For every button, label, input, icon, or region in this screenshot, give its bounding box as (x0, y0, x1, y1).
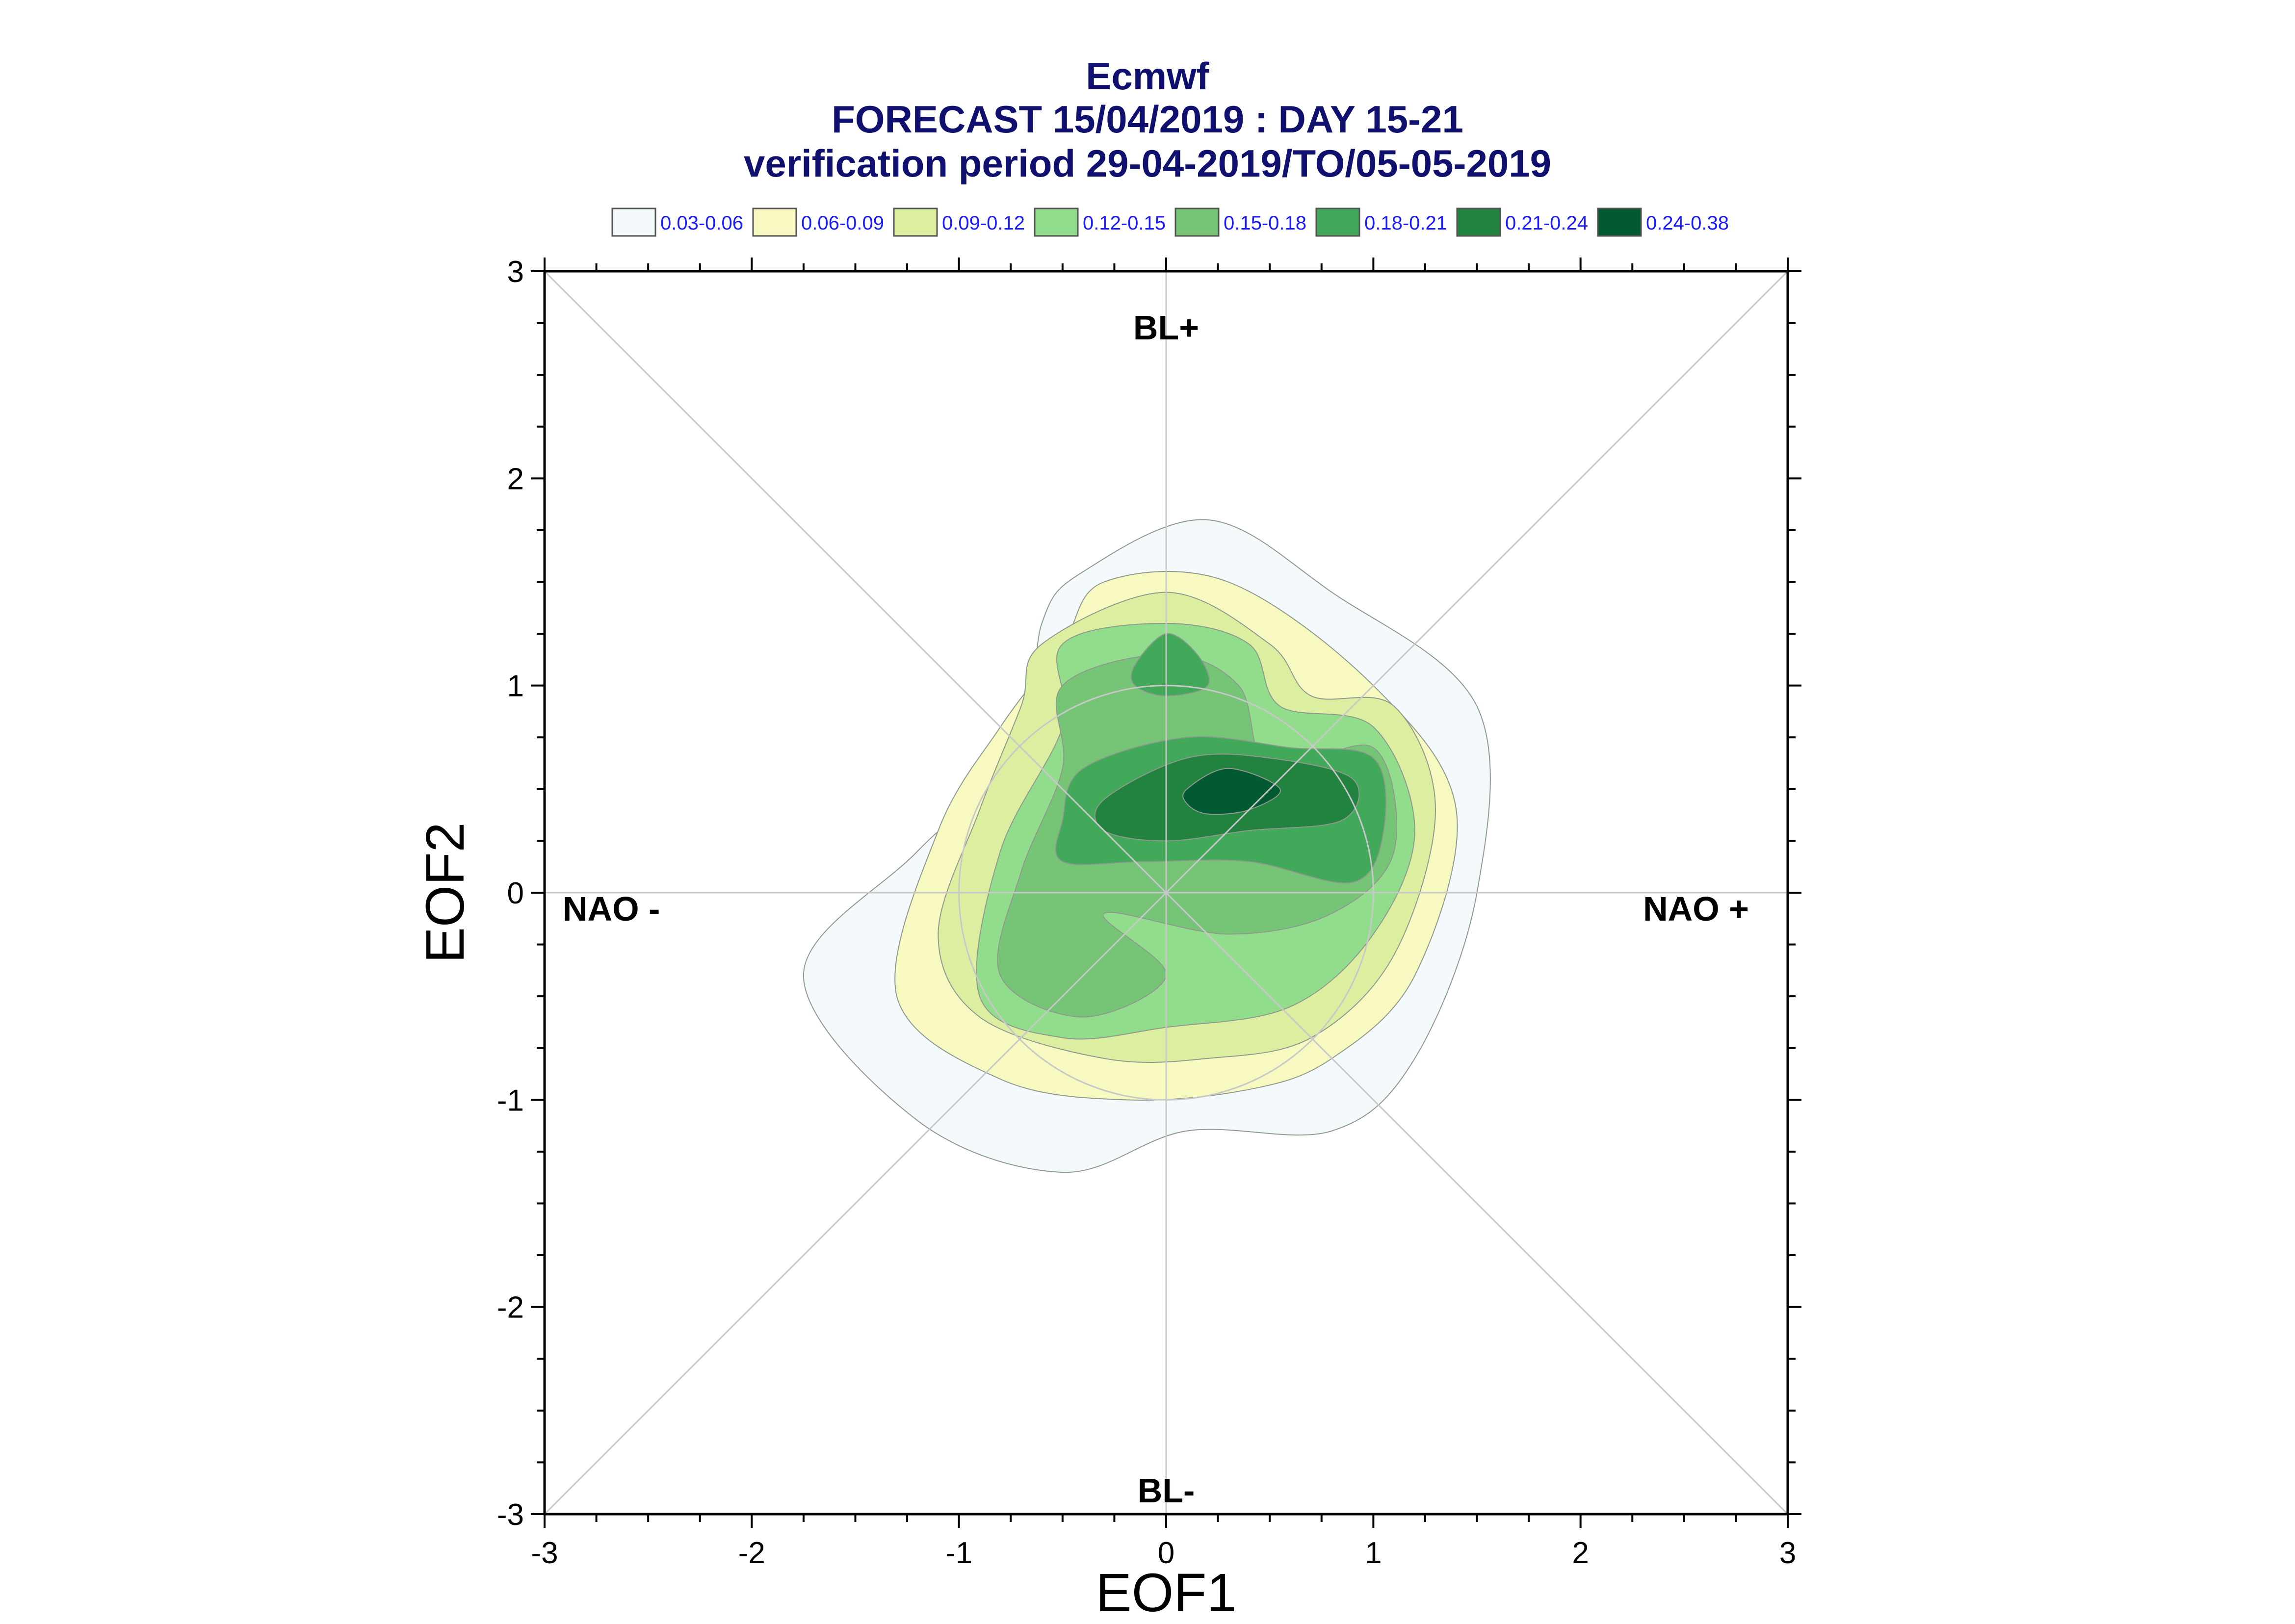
legend-swatch (1315, 207, 1360, 237)
regime-label-nao-plus: NAO + (1643, 890, 1749, 928)
x-tick-label: -2 (738, 1536, 765, 1570)
y-tick-label: 2 (507, 462, 524, 496)
legend-label: 0.09-0.12 (942, 212, 1025, 234)
y-tick-label: -1 (497, 1083, 524, 1117)
chart-title-line-2: FORECAST 15/04/2019 : DAY 15-21 (832, 98, 1463, 141)
x-axis-title: EOF1 (1095, 1563, 1236, 1623)
regime-label-bl-minus: BL- (1138, 1471, 1195, 1510)
legend-label: 0.06-0.09 (801, 212, 884, 234)
y-axis-title: EOF2 (415, 822, 475, 963)
y-tick-label: 1 (507, 670, 524, 703)
legend-label: 0.24-0.38 (1646, 212, 1729, 234)
legend-label: 0.12-0.15 (1083, 212, 1166, 234)
regime-label-nao-minus: NAO - (563, 890, 660, 928)
legend-swatch (1597, 207, 1642, 237)
density-contours (803, 519, 1491, 1173)
legend-label: 0.15-0.18 (1224, 212, 1306, 234)
y-tick-label: 3 (507, 255, 524, 289)
x-tick-label: 0 (1158, 1536, 1174, 1570)
y-tick-label: 0 (507, 876, 524, 910)
legend-swatch (893, 207, 938, 237)
guide-lines (544, 270, 1789, 1515)
legend: 0.03-0.06 0.06-0.09 0.09-0.12 0.12-0.15 0.15… (611, 207, 1729, 237)
x-tick-label: -1 (945, 1536, 972, 1570)
unit-circle (958, 685, 1374, 1101)
legend-swatch (1174, 207, 1220, 237)
x-tick-label: 2 (1572, 1536, 1589, 1570)
axis-ticks: -3 -2 -1 0 1 2 3 -3 -2 -1 0 1 2 3 (497, 255, 1801, 1570)
legend-label: 0.03-0.06 (660, 212, 743, 234)
chart-title-line-1: Ecmwf (1086, 54, 1209, 98)
chart-title-line-3: verification period 29-04-2019/TO/05-05-… (744, 142, 1551, 185)
legend-swatch (611, 207, 656, 237)
legend-swatch (752, 207, 797, 237)
legend-label: 0.18-0.21 (1364, 212, 1447, 234)
x-tick-label: 1 (1365, 1536, 1382, 1570)
y-tick-label: -3 (497, 1498, 524, 1532)
x-tick-label: -3 (531, 1536, 558, 1570)
y-tick-label: -2 (497, 1291, 524, 1325)
x-tick-label: 3 (1779, 1536, 1796, 1570)
legend-label: 0.21-0.24 (1505, 212, 1588, 234)
regime-label-bl-plus: BL+ (1133, 309, 1199, 347)
legend-swatch (1456, 207, 1501, 237)
legend-swatch (1034, 207, 1079, 237)
